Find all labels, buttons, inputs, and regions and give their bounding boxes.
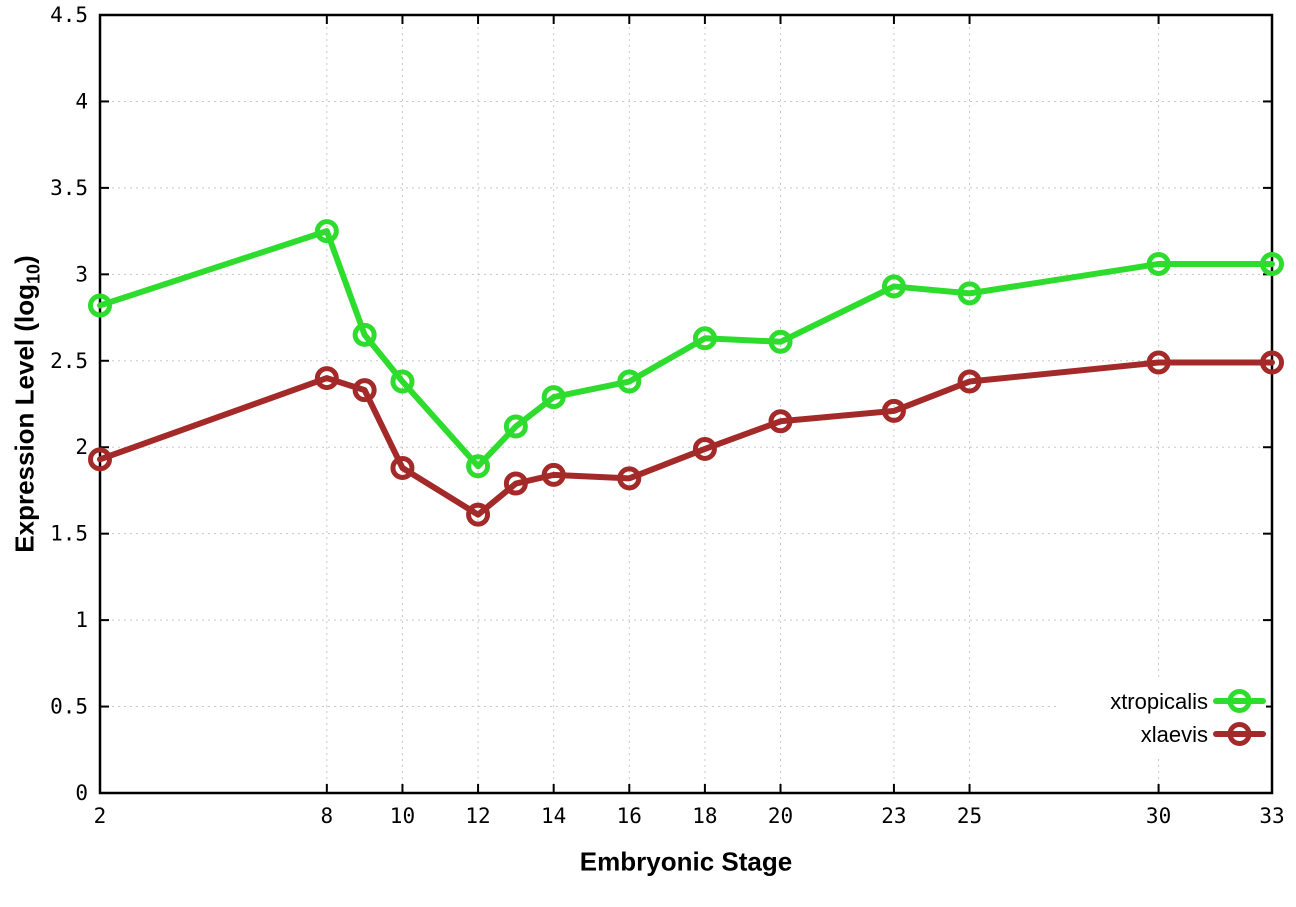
legend-label-xlaevis: xlaevis	[1141, 722, 1208, 747]
y-tick-label: 0.5	[50, 695, 88, 719]
data-series	[88, 219, 1284, 527]
y-tick-label: 1	[75, 608, 88, 632]
axis-tick-labels: 2 8 10 12 14 16 18 20 23 25 30 33 0 0.5 1 1.5 2 2.5 3 3.5 4 4…	[50, 3, 1285, 828]
x-tick-label: 10	[390, 804, 415, 828]
data-point-xtropicalis	[390, 369, 415, 394]
data-point-xtropicalis	[88, 293, 112, 318]
y-axis-title: Expression Level (log10)	[9, 255, 44, 552]
series-line-xlaevis	[97, 359, 1275, 518]
legend-sample-marker-xtropicalis	[1227, 689, 1252, 713]
data-point-xlaevis	[768, 409, 793, 434]
legend-sample-marker-xlaevis	[1227, 722, 1252, 746]
y-tick-label: 3.5	[50, 176, 88, 200]
data-point-xtropicalis	[768, 329, 793, 354]
data-point-xlaevis	[692, 436, 717, 461]
y-tick-label: 1.5	[50, 522, 88, 546]
y-axis-title-subscript: 10	[23, 263, 44, 284]
data-point-xlaevis	[541, 462, 566, 487]
data-point-xlaevis	[617, 466, 642, 491]
data-point-xtropicalis	[541, 385, 566, 410]
data-point-xtropicalis	[957, 281, 982, 306]
data-point-xlaevis	[881, 398, 906, 423]
data-point-xlaevis	[88, 447, 112, 472]
data-point-xlaevis	[503, 471, 528, 496]
x-tick-label: 30	[1146, 804, 1171, 828]
data-point-xlaevis	[352, 378, 377, 403]
legend-background	[1058, 679, 1266, 757]
data-point-xlaevis	[466, 502, 491, 527]
data-point-xtropicalis	[466, 454, 491, 479]
axis-ticks	[99, 14, 1273, 794]
data-point-xlaevis	[1260, 350, 1284, 375]
x-axis-title: Embryonic Stage	[579, 846, 793, 877]
gridlines	[99, 14, 1273, 794]
data-point-xlaevis	[390, 455, 415, 480]
x-tick-label: 23	[881, 804, 906, 828]
y-axis-title-main: Expression Level (log	[9, 283, 40, 553]
data-point-xlaevis	[957, 369, 982, 394]
data-point-xtropicalis	[352, 322, 377, 347]
y-tick-label: 2.5	[50, 349, 88, 373]
data-point-xtropicalis	[314, 219, 339, 244]
data-point-xlaevis	[1146, 350, 1171, 375]
data-point-xlaevis	[314, 366, 339, 391]
data-point-xtropicalis	[881, 274, 906, 299]
x-tick-label: 33	[1259, 804, 1284, 828]
plot-border-rect	[98, 13, 1274, 795]
x-tick-label: 14	[541, 804, 566, 828]
y-tick-label: 3	[75, 262, 88, 286]
x-tick-label: 25	[957, 804, 982, 828]
y-tick-label: 2	[75, 435, 88, 459]
series-line-xtropicalis	[97, 228, 1275, 470]
data-point-xtropicalis	[503, 414, 528, 439]
plot-border	[98, 13, 1274, 795]
x-tick-label: 16	[617, 804, 642, 828]
legend: xtropicalis xlaevis	[1058, 679, 1266, 757]
legend-label-xtropicalis: xtropicalis	[1110, 689, 1208, 714]
y-tick-label: 4	[75, 89, 88, 113]
x-tick-label: 8	[321, 804, 334, 828]
data-point-xtropicalis	[1260, 251, 1284, 276]
x-tick-label: 12	[465, 804, 490, 828]
data-point-xtropicalis	[692, 326, 717, 351]
y-tick-label: 0	[75, 781, 88, 805]
x-tick-label: 20	[768, 804, 793, 828]
data-point-xtropicalis	[617, 369, 642, 394]
y-axis-title-close: )	[9, 255, 40, 264]
x-tick-label: 18	[692, 804, 717, 828]
x-tick-label: 2	[94, 804, 107, 828]
data-point-xtropicalis	[1146, 251, 1171, 276]
y-tick-label: 4.5	[50, 3, 88, 27]
